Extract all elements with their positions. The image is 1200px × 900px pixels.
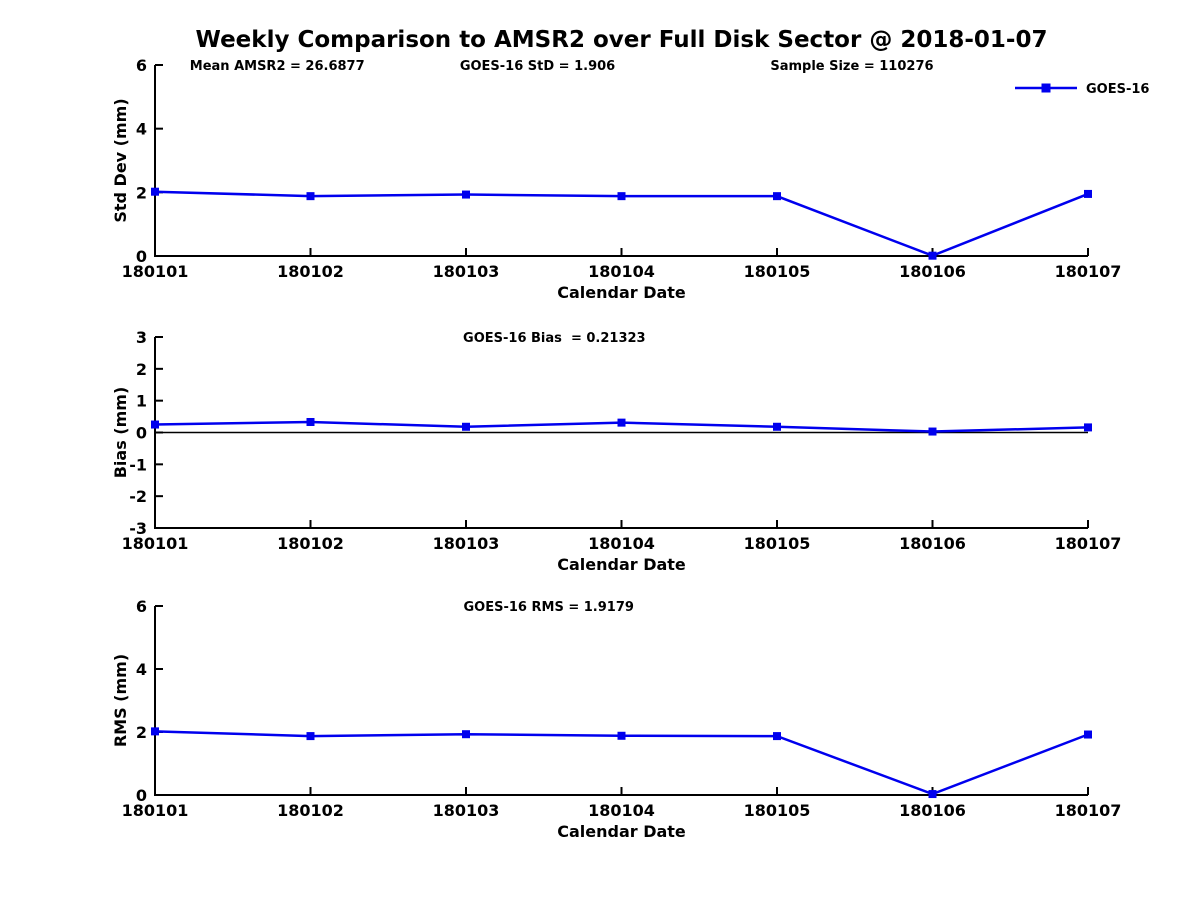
x-tick-label: 180104 [588, 534, 655, 553]
chart-panel-3: 0 2 4 6 180101 180102 180103 180104 180105 180106… [111, 597, 1121, 841]
y-tick-label: 6 [136, 56, 147, 75]
y-tick-label: 3 [136, 328, 147, 347]
x-tick-label: 180105 [744, 534, 811, 553]
data-point-marker [306, 732, 315, 741]
y-axis-title: Bias (mm) [111, 387, 130, 479]
y-tick-label: 2 [136, 723, 147, 742]
data-point-marker [1084, 423, 1092, 432]
y-tick-label: 0 [136, 786, 147, 805]
data-point-marker [151, 727, 159, 736]
y-tick-label: 2 [136, 360, 147, 379]
x-tick-label: 180103 [433, 534, 500, 553]
x-tick-label: 180104 [588, 801, 655, 820]
x-tick-label: 180104 [588, 262, 655, 281]
x-tick-label: 180101 [122, 534, 189, 553]
y-tick-label: 1 [136, 392, 147, 411]
y-tick-label: 4 [136, 120, 147, 139]
x-tick-label: 180106 [899, 262, 966, 281]
chart-panel-2: -3 -2 -1 0 1 2 3 180101 180102 180103 180104 180105… [111, 328, 1121, 574]
legend-marker [1041, 83, 1051, 93]
x-tick-label: 180107 [1055, 534, 1122, 553]
data-line [154, 730, 1089, 796]
data-point-marker [462, 422, 470, 431]
annotation: GOES-16 Bias = 0.21323 [463, 331, 646, 346]
annotation: GOES-16 RMS = 1.9179 [464, 600, 634, 615]
y-tick-label: 2 [136, 183, 147, 202]
data-point-marker [773, 732, 781, 741]
y-tick-label: -3 [129, 519, 147, 538]
y-tick-label: 4 [136, 660, 147, 679]
annotation: GOES-16 StD = 1.906 [460, 59, 615, 74]
x-tick-label: 180103 [433, 262, 500, 281]
x-axis-title: Calendar Date [557, 555, 686, 574]
y-axis-title: RMS (mm) [111, 654, 130, 747]
y-tick-label: -2 [129, 487, 147, 506]
x-tick-label: 180106 [899, 534, 966, 553]
data-point-marker [617, 418, 626, 427]
legend-label: GOES-16 [1086, 82, 1149, 97]
chart-panel-1: 0 2 4 6 180101 180102 180103 180104 180105 180106… [111, 56, 1149, 302]
x-tick-label: 180101 [122, 801, 189, 820]
data-point-marker [1084, 189, 1092, 198]
x-tick-label: 180102 [277, 801, 344, 820]
x-axis-title: Calendar Date [557, 283, 686, 302]
data-point-marker [928, 251, 937, 260]
data-line [154, 190, 1089, 258]
x-tick-label: 180102 [277, 534, 344, 553]
x-tick-label: 180101 [122, 262, 189, 281]
data-point-marker [306, 192, 315, 201]
x-tick-label: 180105 [744, 262, 811, 281]
data-point-marker [928, 427, 937, 436]
data-point-marker [462, 190, 470, 199]
data-point-marker [462, 730, 470, 739]
x-axis-title: Calendar Date [557, 822, 686, 841]
legend: GOES-16 [1015, 82, 1149, 97]
y-tick-label: -1 [129, 455, 147, 474]
x-tick-label: 180102 [277, 262, 344, 281]
annotation: Sample Size = 110276 [770, 59, 933, 74]
data-point-marker [617, 192, 626, 201]
x-tick-label: 180106 [899, 801, 966, 820]
data-point-marker [617, 731, 626, 740]
figure-title: Weekly Comparison to AMSR2 over Full Dis… [195, 27, 1048, 53]
x-tick-label: 180107 [1055, 262, 1122, 281]
y-tick-label: 0 [136, 247, 147, 266]
y-axis-title: Std Dev (mm) [111, 98, 130, 222]
data-point-marker [151, 187, 159, 196]
x-tick-label: 180107 [1055, 801, 1122, 820]
data-point-marker [773, 192, 781, 201]
data-point-marker [306, 417, 315, 426]
annotation: Mean AMSR2 = 26.6877 [190, 59, 365, 74]
data-point-marker [773, 422, 781, 431]
y-tick-label: 6 [136, 597, 147, 616]
data-point-marker [928, 790, 937, 799]
x-tick-label: 180105 [744, 801, 811, 820]
data-point-marker [151, 420, 159, 429]
y-tick-label: 0 [136, 424, 147, 443]
x-tick-label: 180103 [433, 801, 500, 820]
data-point-marker [1084, 730, 1092, 739]
